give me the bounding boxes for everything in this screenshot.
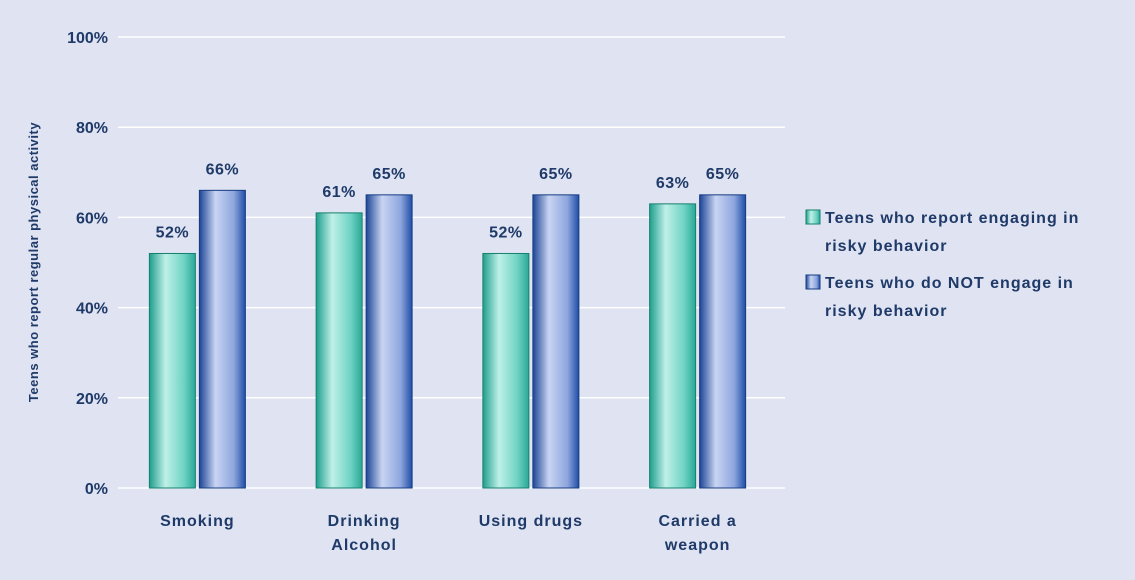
- bar-series-0-cat-0: [148, 252, 196, 489]
- x-axis-categories: Smoking Drinking Alcohol Using drugs Carried…: [160, 513, 736, 554]
- data-label: 65%: [372, 166, 406, 183]
- data-label: 61%: [322, 184, 356, 201]
- data-label: 66%: [206, 161, 240, 178]
- legend-swatch-1: [805, 274, 821, 290]
- y-axis-ticks: 0% 20% 40% 60% 80% 100%: [67, 30, 108, 498]
- data-label: 65%: [539, 166, 573, 183]
- y-tick-label: 60%: [76, 210, 108, 227]
- bar-series-1-cat-2: [532, 194, 580, 489]
- legend-swatch-0: [805, 209, 821, 225]
- bar-series-0-cat-2: [482, 252, 530, 489]
- legend-label: Teens who do NOT engage in: [825, 275, 1074, 292]
- data-label: 52%: [489, 224, 523, 241]
- data-label: 65%: [706, 166, 740, 183]
- legend-label: risky behavior: [825, 238, 948, 255]
- x-category-label: Using drugs: [479, 513, 583, 530]
- data-label: 63%: [656, 175, 690, 192]
- bar-series-1-cat-3: [699, 194, 747, 489]
- legend: Teens who report engaging in risky behavi…: [805, 209, 1079, 320]
- data-labels: 52% 66% 61% 65% 52% 65% 63% 65%: [156, 161, 740, 241]
- x-category-label: Alcohol: [331, 537, 397, 554]
- y-tick-label: 80%: [76, 120, 108, 137]
- x-category-label: Carried a: [658, 513, 736, 530]
- y-tick-label: 20%: [76, 391, 108, 408]
- y-axis-label: Teens who report regular physical activi…: [26, 122, 41, 402]
- bars: [148, 189, 747, 489]
- bar-series-0-cat-3: [649, 203, 697, 489]
- y-tick-label: 0%: [85, 481, 108, 498]
- bar-series-1-cat-0: [198, 189, 246, 489]
- bar-series-1-cat-1: [365, 194, 413, 489]
- x-category-label: Smoking: [160, 513, 235, 530]
- legend-label: Teens who report engaging in: [825, 210, 1079, 227]
- bar-series-0-cat-1: [315, 212, 363, 489]
- y-tick-label: 100%: [67, 30, 108, 47]
- x-category-label: weapon: [664, 537, 731, 554]
- x-category-label: Drinking: [328, 513, 401, 530]
- y-tick-label: 40%: [76, 301, 108, 318]
- data-label: 52%: [156, 224, 190, 241]
- legend-label: risky behavior: [825, 303, 948, 320]
